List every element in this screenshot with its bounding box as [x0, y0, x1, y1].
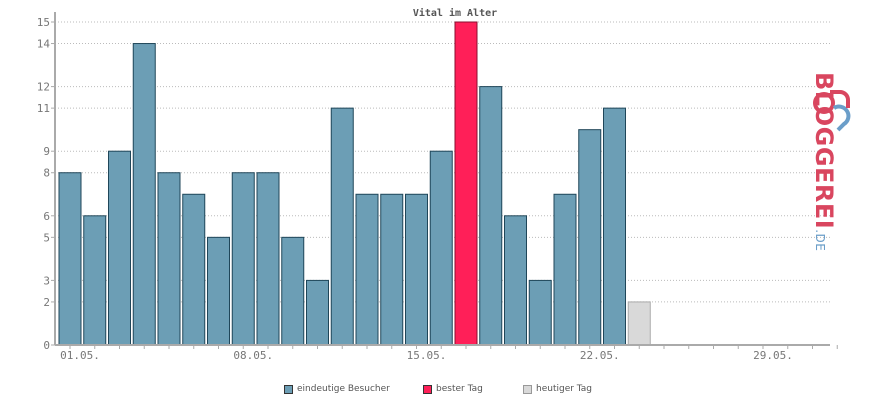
bar-18.05.: [479, 86, 503, 346]
bar-20.05.: [528, 279, 552, 346]
axes: [51, 12, 838, 349]
y-tick-label: 5: [43, 231, 50, 244]
bar-03.05.: [108, 150, 131, 346]
y-tick-label: 6: [43, 210, 50, 223]
bar-12.05.: [330, 107, 354, 346]
y-tick-label: 14: [37, 38, 51, 51]
x-tick-label: 22.05.: [580, 349, 620, 362]
legend-label-visitors: eindeutige Besucher: [297, 384, 390, 394]
bar-17.05.: [454, 21, 478, 346]
bar-14.05.: [380, 193, 404, 346]
x-axis-labels: 01.05. 08.05. 15.05. 22.05. 29.05.: [60, 349, 793, 362]
legend-swatch-today: [523, 384, 532, 394]
bar-07.05.: [207, 236, 230, 346]
x-tick-label: 29.05.: [753, 349, 793, 362]
bar-22.05.: [578, 129, 602, 346]
legend: eindeutige Besucher bester Tag heutiger …: [0, 384, 870, 400]
logo-suffix: .DE: [813, 229, 827, 252]
bar-24.05.: [627, 301, 651, 346]
legend-item-best-day: bester Tag: [423, 384, 483, 394]
bar-21.05.: [553, 193, 577, 346]
bar-16.05.: [429, 150, 453, 346]
y-tick-label: 9: [43, 145, 50, 158]
bar-04.05.: [132, 43, 156, 346]
bar-19.05.: [504, 215, 527, 346]
bar-13.05.: [355, 193, 379, 346]
bar-05.05.: [157, 172, 181, 346]
y-tick-label: 11: [37, 102, 50, 115]
bloggerei-logo-icon: [813, 90, 851, 132]
legend-label-today: heutiger Tag: [536, 384, 593, 394]
bars: [58, 21, 651, 346]
bar-11.05.: [306, 279, 329, 346]
bar-23.05.: [603, 107, 626, 346]
legend-label-best-day: bester Tag: [436, 384, 483, 394]
y-tick-label: 2: [43, 296, 50, 309]
x-tick-label: 01.05.: [60, 349, 100, 362]
y-tick-label: 12: [37, 81, 50, 94]
y-tick-label: 3: [43, 274, 50, 287]
bar-09.05.: [256, 172, 280, 346]
chart-title: Vital im Alter: [413, 7, 497, 19]
bar-10.05.: [281, 236, 305, 346]
x-tick-label: 15.05.: [407, 349, 447, 362]
y-tick-label: 8: [43, 167, 50, 180]
y-tick-label: 15: [37, 16, 50, 29]
y-axis-labels: 0 2 3 5 6 8 9 11 12 14 15: [37, 16, 51, 352]
bar-06.05.: [182, 193, 206, 346]
bar-15.05.: [405, 193, 428, 346]
legend-item-today: heutiger Tag: [523, 384, 592, 394]
logo-text: BLOGGEREI: [810, 72, 838, 230]
legend-item-visitors: eindeutige Besucher: [284, 384, 390, 394]
bar-08.05.: [231, 172, 255, 346]
y-tick-label: 0: [43, 339, 50, 352]
legend-swatch-visitors: [284, 384, 293, 394]
x-tick-label: 08.05.: [233, 349, 273, 362]
bar-01.05.: [58, 172, 82, 346]
bar-02.05.: [83, 215, 107, 346]
legend-swatch-best-day: [423, 384, 432, 394]
bloggerei-logo: BLOGGEREI.DE: [810, 72, 838, 251]
